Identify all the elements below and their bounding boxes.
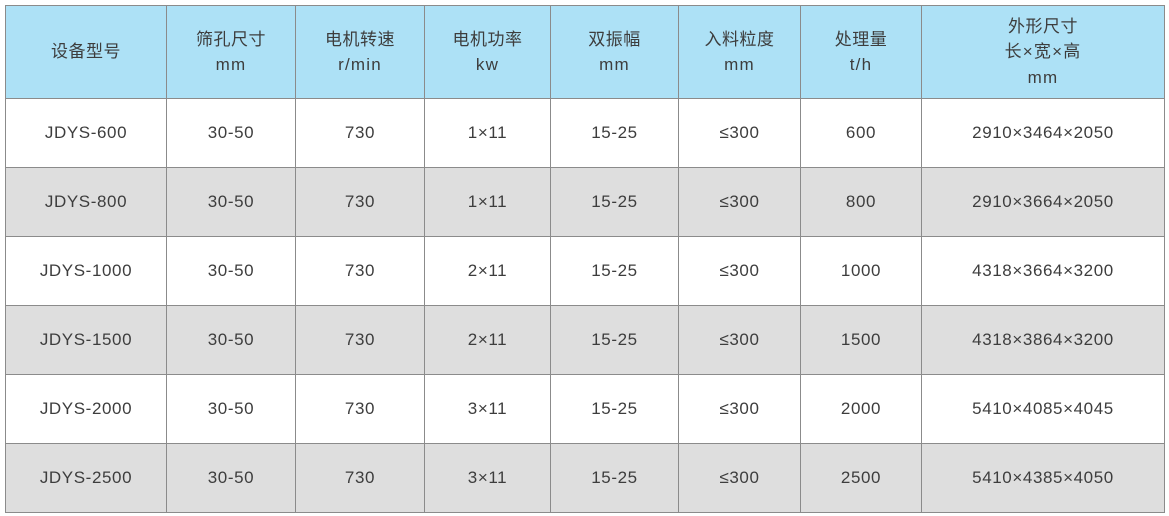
column-header-title: 双振幅 — [588, 29, 641, 49]
cell-motor-speed: 730 — [295, 305, 425, 375]
column-header-screen-aperture: 筛孔尺寸 mm — [166, 5, 296, 99]
cell-motor-power: 2×11 — [424, 236, 551, 306]
column-header-model: 设备型号 — [5, 5, 167, 99]
cell-feed-size: ≤300 — [678, 374, 801, 444]
column-header-dimensions: 外形尺寸 长×宽×高 mm — [921, 5, 1165, 99]
column-header-title: 外形尺寸 — [1008, 17, 1078, 37]
cell-dimensions: 5410×4385×4050 — [921, 443, 1165, 513]
cell-model: JDYS-2500 — [5, 443, 167, 513]
cell-capacity: 1000 — [800, 236, 922, 306]
cell-screen-aperture: 30-50 — [166, 236, 296, 306]
column-header-title: 筛孔尺寸 — [196, 29, 266, 49]
cell-model: JDYS-1500 — [5, 305, 167, 375]
column-header-unit: mm — [215, 55, 247, 74]
table-row: JDYS-800 30-50 730 1×11 15-25 ≤300 800 2… — [5, 167, 1165, 237]
table-row: JDYS-1500 30-50 730 2×11 15-25 ≤300 1500… — [5, 305, 1165, 375]
cell-capacity: 1500 — [800, 305, 922, 375]
cell-capacity: 2000 — [800, 374, 922, 444]
cell-model: JDYS-1000 — [5, 236, 167, 306]
table-body: JDYS-600 30-50 730 1×11 15-25 ≤300 600 2… — [5, 98, 1165, 513]
cell-feed-size: ≤300 — [678, 167, 801, 237]
column-header-unit: mm — [724, 55, 755, 74]
cell-capacity: 800 — [800, 167, 922, 237]
equipment-spec-table: 设备型号 筛孔尺寸 mm 电机转速 r/min 电机功率 kw 双振幅 mm — [5, 5, 1165, 513]
cell-dimensions: 2910×3664×2050 — [921, 167, 1165, 237]
table-row: JDYS-2500 30-50 730 3×11 15-25 ≤300 2500… — [5, 443, 1165, 513]
column-header-unit: kw — [475, 55, 500, 74]
cell-dimensions: 5410×4085×4045 — [921, 374, 1165, 444]
cell-capacity: 600 — [800, 98, 922, 168]
cell-motor-speed: 730 — [295, 98, 425, 168]
cell-screen-aperture: 30-50 — [166, 305, 296, 375]
cell-screen-aperture: 30-50 — [166, 167, 296, 237]
cell-motor-power: 3×11 — [424, 443, 551, 513]
cell-motor-speed: 730 — [295, 443, 425, 513]
cell-feed-size: ≤300 — [678, 236, 801, 306]
cell-double-amplitude: 15-25 — [550, 167, 679, 237]
cell-screen-aperture: 30-50 — [166, 374, 296, 444]
column-header-capacity: 处理量 t/h — [800, 5, 922, 99]
column-header-feed-size: 入料粒度 mm — [678, 5, 801, 99]
table-header: 设备型号 筛孔尺寸 mm 电机转速 r/min 电机功率 kw 双振幅 mm — [5, 5, 1165, 99]
column-header-unit-secondary: mm — [1027, 67, 1059, 87]
cell-motor-power: 2×11 — [424, 305, 551, 375]
column-header-unit: r/min — [338, 55, 382, 74]
column-header-title: 设备型号 — [51, 42, 121, 62]
column-header-unit: t/h — [849, 55, 873, 74]
cell-feed-size: ≤300 — [678, 443, 801, 513]
cell-motor-speed: 730 — [295, 374, 425, 444]
column-header-double-amplitude: 双振幅 mm — [550, 5, 679, 99]
spec-table-container: 设备型号 筛孔尺寸 mm 电机转速 r/min 电机功率 kw 双振幅 mm — [5, 5, 1165, 513]
column-header-title: 电机转速 — [325, 29, 395, 49]
table-row: JDYS-2000 30-50 730 3×11 15-25 ≤300 2000… — [5, 374, 1165, 444]
cell-dimensions: 2910×3464×2050 — [921, 98, 1165, 168]
cell-screen-aperture: 30-50 — [166, 443, 296, 513]
cell-motor-speed: 730 — [295, 167, 425, 237]
cell-double-amplitude: 15-25 — [550, 305, 679, 375]
cell-double-amplitude: 15-25 — [550, 374, 679, 444]
column-header-unit: 长×宽×高 — [1004, 42, 1082, 62]
cell-double-amplitude: 15-25 — [550, 443, 679, 513]
column-header-motor-speed: 电机转速 r/min — [295, 5, 425, 99]
cell-dimensions: 4318×3864×3200 — [921, 305, 1165, 375]
cell-motor-speed: 730 — [295, 236, 425, 306]
cell-motor-power: 1×11 — [424, 98, 551, 168]
cell-feed-size: ≤300 — [678, 98, 801, 168]
cell-feed-size: ≤300 — [678, 305, 801, 375]
table-row: JDYS-600 30-50 730 1×11 15-25 ≤300 600 2… — [5, 98, 1165, 168]
table-row: JDYS-1000 30-50 730 2×11 15-25 ≤300 1000… — [5, 236, 1165, 306]
cell-model: JDYS-2000 — [5, 374, 167, 444]
cell-model: JDYS-600 — [5, 98, 167, 168]
cell-model: JDYS-800 — [5, 167, 167, 237]
cell-double-amplitude: 15-25 — [550, 98, 679, 168]
cell-motor-power: 1×11 — [424, 167, 551, 237]
header-row: 设备型号 筛孔尺寸 mm 电机转速 r/min 电机功率 kw 双振幅 mm — [5, 5, 1165, 99]
cell-double-amplitude: 15-25 — [550, 236, 679, 306]
column-header-title: 电机功率 — [452, 29, 523, 49]
cell-motor-power: 3×11 — [424, 374, 551, 444]
column-header-title: 入料粒度 — [704, 29, 775, 49]
cell-screen-aperture: 30-50 — [166, 98, 296, 168]
column-header-motor-power: 电机功率 kw — [424, 5, 551, 99]
cell-dimensions: 4318×3664×3200 — [921, 236, 1165, 306]
column-header-title: 处理量 — [834, 29, 888, 49]
cell-capacity: 2500 — [800, 443, 922, 513]
column-header-unit: mm — [599, 55, 630, 74]
